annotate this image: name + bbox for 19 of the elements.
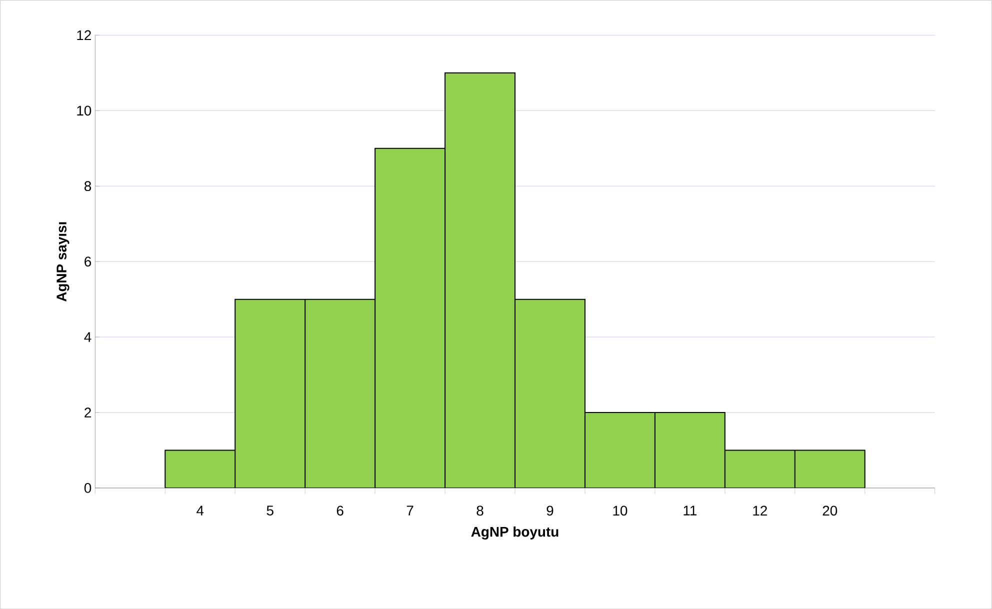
x-tick-label: 5 (266, 506, 274, 516)
x-tick-label: 7 (406, 506, 414, 516)
x-tick-label: 10 (613, 506, 628, 516)
x-tick-label: 9 (546, 506, 554, 516)
y-tick-label: 0 (84, 482, 92, 493)
x-tick-label: 12 (753, 506, 767, 516)
x-tick-label: 6 (336, 506, 344, 516)
y-tick-label: 6 (84, 256, 92, 266)
x-tick-label: 4 (196, 506, 204, 516)
y-tick-label: 2 (84, 408, 91, 418)
y-tick-label: 10 (77, 106, 92, 116)
y-axis-title: AgNP sayısı (56, 222, 70, 302)
x-tick-label: 11 (684, 506, 696, 516)
y-tick-label: 4 (84, 332, 92, 342)
x-tick-label: 20 (822, 506, 838, 516)
x-tick-label: 8 (476, 506, 484, 516)
y-tick-label: 8 (84, 181, 92, 191)
x-axis-title: AgNP boyutu (471, 526, 558, 540)
y-tick-label: 12 (77, 30, 91, 40)
